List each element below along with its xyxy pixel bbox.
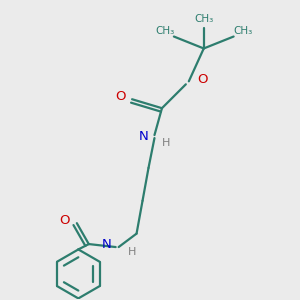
- Text: CH₃: CH₃: [233, 26, 252, 36]
- Text: H: H: [128, 247, 136, 256]
- Text: N: N: [139, 130, 149, 143]
- Text: O: O: [115, 90, 125, 103]
- Text: N: N: [102, 238, 112, 250]
- Text: H: H: [162, 137, 171, 148]
- Text: CH₃: CH₃: [194, 14, 213, 24]
- Text: O: O: [60, 214, 70, 227]
- Text: O: O: [197, 73, 208, 86]
- Text: CH₃: CH₃: [155, 26, 175, 36]
